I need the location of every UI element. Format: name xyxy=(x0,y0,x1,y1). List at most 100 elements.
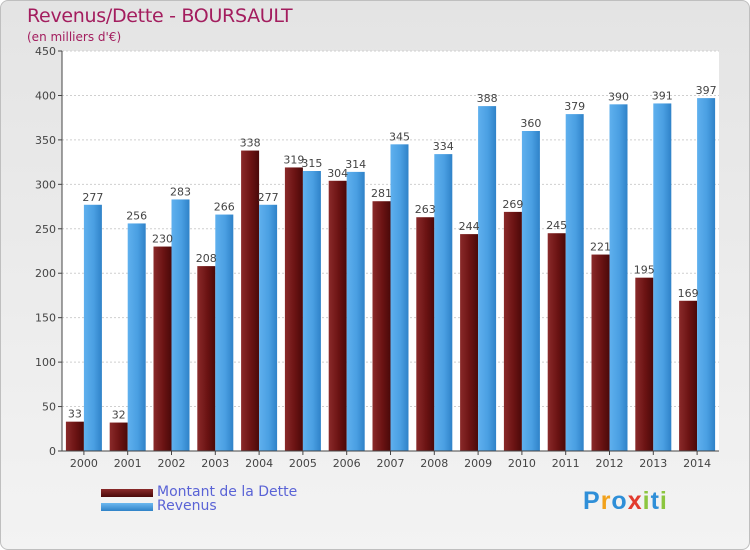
y-tick-label: 50 xyxy=(42,401,56,414)
x-tick-label: 2003 xyxy=(201,457,229,470)
x-tick-label: 2001 xyxy=(114,457,142,470)
bar-debt xyxy=(460,234,479,451)
brand-logo-letter: i xyxy=(659,487,668,515)
data-label-debt: 230 xyxy=(152,233,173,246)
x-tick-label: 2013 xyxy=(639,457,667,470)
bar-revenue xyxy=(171,199,190,451)
brand-logo-letter: i xyxy=(642,487,651,515)
data-label-revenue: 277 xyxy=(258,191,279,204)
x-tick-label: 2000 xyxy=(70,457,98,470)
bar-revenue xyxy=(346,171,365,451)
x-tick-label: 2004 xyxy=(245,457,273,470)
brand-logo-letter: r xyxy=(600,487,612,515)
bar-debt xyxy=(416,217,435,451)
bar-debt xyxy=(197,266,216,451)
y-tick-label: 250 xyxy=(35,223,56,236)
data-label-debt: 208 xyxy=(196,252,217,265)
y-tick-label: 150 xyxy=(35,312,56,325)
data-label-revenue: 277 xyxy=(82,191,103,204)
data-label-revenue: 256 xyxy=(126,209,147,222)
data-label-revenue: 379 xyxy=(564,100,585,113)
legend-label-debt: Montant de la Dette xyxy=(157,484,298,500)
bar-debt xyxy=(284,167,303,451)
bar-debt xyxy=(503,211,522,451)
data-label-debt: 263 xyxy=(415,203,436,216)
bar-revenue xyxy=(521,131,540,451)
bar-revenue xyxy=(390,144,409,452)
chart-subtitle: (en milliers d'€) xyxy=(27,30,122,44)
y-tick-label: 200 xyxy=(35,267,56,280)
x-tick-label: 2002 xyxy=(158,457,186,470)
data-label-revenue: 360 xyxy=(520,117,541,130)
legend-swatch-debt xyxy=(101,489,153,497)
data-label-debt: 338 xyxy=(240,137,261,150)
brand-logo: Proxiti xyxy=(583,487,668,516)
legend-label-revenue: Revenus xyxy=(157,498,217,514)
bar-debt xyxy=(241,150,260,452)
data-label-revenue: 391 xyxy=(652,89,673,102)
bar-debt xyxy=(679,300,698,451)
data-label-revenue: 390 xyxy=(608,90,629,103)
bar-revenue xyxy=(697,98,716,451)
bar-debt xyxy=(328,180,347,451)
bar-revenue xyxy=(83,204,102,451)
bar-debt xyxy=(635,277,654,451)
y-tick-label: 400 xyxy=(35,89,56,102)
bar-revenue xyxy=(215,214,234,451)
bar-revenue xyxy=(653,103,672,451)
x-tick-label: 2005 xyxy=(289,457,317,470)
data-label-debt: 32 xyxy=(112,409,126,422)
data-label-debt: 304 xyxy=(327,167,348,180)
y-tick-label: 350 xyxy=(35,134,56,147)
x-tick-label: 2012 xyxy=(596,457,624,470)
data-label-revenue: 334 xyxy=(433,140,454,153)
bar-debt xyxy=(109,422,128,451)
bar-debt xyxy=(153,246,172,451)
data-label-debt: 33 xyxy=(68,408,82,421)
data-label-revenue: 266 xyxy=(214,201,235,214)
data-label-debt: 244 xyxy=(459,220,480,233)
data-label-debt: 281 xyxy=(371,187,392,200)
y-tick-label: 0 xyxy=(49,445,56,458)
bar-debt xyxy=(547,233,566,451)
bar-revenue xyxy=(302,171,321,451)
bar-revenue xyxy=(127,223,146,451)
brand-logo-letter: P xyxy=(583,487,601,515)
data-label-debt: 269 xyxy=(502,198,523,211)
x-tick-label: 2006 xyxy=(333,457,361,470)
x-tick-label: 2014 xyxy=(683,457,711,470)
brand-logo-letter: o xyxy=(611,487,628,515)
bar-debt xyxy=(372,201,391,451)
data-label-debt: 221 xyxy=(590,241,611,254)
data-label-revenue: 314 xyxy=(345,158,366,171)
data-label-revenue: 283 xyxy=(170,185,191,198)
data-label-revenue: 345 xyxy=(389,130,410,143)
data-label-debt: 319 xyxy=(283,153,304,166)
bar-revenue xyxy=(434,154,453,451)
x-tick-label: 2010 xyxy=(508,457,536,470)
bar-debt xyxy=(591,254,610,451)
bar-revenue xyxy=(478,106,497,451)
legend-swatch-revenue xyxy=(101,503,153,511)
data-label-revenue: 315 xyxy=(301,157,322,170)
data-label-debt: 195 xyxy=(634,264,655,277)
bar-revenue xyxy=(565,114,584,451)
brand-logo-letter: x xyxy=(627,487,643,515)
x-tick-label: 2009 xyxy=(464,457,492,470)
y-tick-label: 450 xyxy=(35,45,56,58)
chart-title: Revenus/Dette - BOURSAULT xyxy=(27,5,293,27)
data-label-revenue: 397 xyxy=(696,84,717,97)
brand-logo-letter: t xyxy=(650,487,660,515)
bar-revenue xyxy=(259,204,278,451)
y-tick-label: 300 xyxy=(35,178,56,191)
data-label-debt: 169 xyxy=(678,287,699,300)
data-label-debt: 245 xyxy=(546,219,567,232)
x-tick-label: 2011 xyxy=(552,457,580,470)
data-label-revenue: 388 xyxy=(477,92,498,105)
bar-debt xyxy=(65,421,84,451)
bar-revenue xyxy=(609,104,628,451)
x-tick-label: 2007 xyxy=(377,457,405,470)
y-tick-label: 100 xyxy=(35,356,56,369)
